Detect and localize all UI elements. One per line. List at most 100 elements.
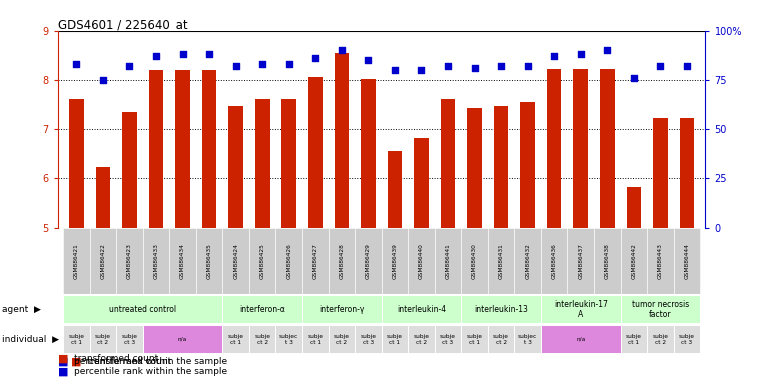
Text: subje
ct 2: subje ct 2 <box>254 334 270 345</box>
Bar <box>302 325 328 353</box>
Bar <box>96 167 110 228</box>
Text: subje
ct 2: subje ct 2 <box>493 334 509 345</box>
Text: GSM886428: GSM886428 <box>339 243 345 279</box>
Bar <box>674 228 700 295</box>
Text: GSM886425: GSM886425 <box>260 243 264 279</box>
Text: subje
ct 1: subje ct 1 <box>227 334 244 345</box>
Text: GSM886435: GSM886435 <box>207 243 211 279</box>
Bar <box>275 228 302 295</box>
Bar <box>202 70 217 228</box>
Bar <box>679 118 694 228</box>
Bar <box>594 228 621 295</box>
Bar <box>69 99 84 228</box>
Bar <box>382 325 408 353</box>
Bar <box>408 325 435 353</box>
Text: percentile rank within the sample: percentile rank within the sample <box>74 358 227 366</box>
Bar <box>255 99 270 228</box>
Bar <box>382 295 461 323</box>
Point <box>256 61 268 67</box>
Bar <box>122 113 136 228</box>
Text: subjec
t 3: subjec t 3 <box>279 334 298 345</box>
Bar <box>541 295 621 323</box>
Text: GSM886431: GSM886431 <box>499 243 503 279</box>
Bar <box>647 325 674 353</box>
Text: GDS4601 / 225640_at: GDS4601 / 225640_at <box>58 18 187 31</box>
Bar <box>355 228 382 295</box>
Text: GSM886439: GSM886439 <box>392 243 397 279</box>
Point <box>177 51 189 58</box>
Text: interferon-α: interferon-α <box>239 305 285 314</box>
Bar <box>63 295 222 323</box>
Text: subje
ct 3: subje ct 3 <box>122 334 137 345</box>
Bar <box>116 325 143 353</box>
Text: ■: ■ <box>71 357 81 367</box>
Text: subje
ct 1: subje ct 1 <box>626 334 641 345</box>
Bar <box>63 228 89 295</box>
Text: subje
ct 2: subje ct 2 <box>95 334 111 345</box>
Point <box>123 63 136 69</box>
Point <box>521 63 534 69</box>
Bar <box>388 151 402 228</box>
Bar <box>222 228 249 295</box>
Text: GSM886443: GSM886443 <box>658 243 663 279</box>
Bar <box>335 53 349 228</box>
Text: GSM886444: GSM886444 <box>685 243 689 279</box>
Text: GSM886432: GSM886432 <box>525 243 530 279</box>
Bar <box>653 118 668 228</box>
Point <box>628 75 640 81</box>
Text: subjec
t 3: subjec t 3 <box>518 334 537 345</box>
Point <box>442 63 454 69</box>
Bar <box>600 69 614 228</box>
Point <box>389 67 401 73</box>
Point <box>150 53 162 60</box>
Bar <box>647 228 674 295</box>
Bar <box>514 325 541 353</box>
Text: GSM886433: GSM886433 <box>153 243 159 279</box>
Bar <box>488 228 514 295</box>
Text: ■: ■ <box>58 357 69 367</box>
Bar <box>89 325 116 353</box>
Text: percentile rank within the sample: percentile rank within the sample <box>74 367 227 376</box>
Text: transformed count: transformed count <box>87 358 171 366</box>
Bar <box>308 78 322 228</box>
Bar <box>567 228 594 295</box>
Bar <box>302 295 382 323</box>
Text: n/a: n/a <box>178 337 187 342</box>
Bar <box>249 228 275 295</box>
Text: GSM886440: GSM886440 <box>419 243 424 279</box>
Text: subje
ct 3: subje ct 3 <box>679 334 695 345</box>
Text: ■: ■ <box>58 354 69 364</box>
Text: GSM886424: GSM886424 <box>233 243 238 279</box>
Text: agent  ▶: agent ▶ <box>2 305 40 314</box>
Text: GSM886437: GSM886437 <box>578 243 583 279</box>
Bar <box>302 228 328 295</box>
Text: GSM886423: GSM886423 <box>127 243 132 279</box>
Bar <box>170 228 196 295</box>
Bar <box>143 325 222 353</box>
Text: transformed count: transformed count <box>74 354 158 363</box>
Bar <box>361 79 375 228</box>
Bar <box>63 325 89 353</box>
Bar <box>355 325 382 353</box>
Bar <box>467 108 482 228</box>
Bar <box>493 106 508 228</box>
Text: interferon-γ: interferon-γ <box>319 305 365 314</box>
Bar <box>222 325 249 353</box>
Text: interleukin-4: interleukin-4 <box>397 305 446 314</box>
Bar <box>674 325 700 353</box>
Bar <box>275 325 302 353</box>
Text: GSM886421: GSM886421 <box>74 243 79 279</box>
Text: subje
ct 1: subje ct 1 <box>387 334 403 345</box>
Text: GSM886429: GSM886429 <box>366 243 371 279</box>
Text: untreated control: untreated control <box>109 305 177 314</box>
Bar <box>116 228 143 295</box>
Point <box>309 55 322 61</box>
Bar <box>382 228 408 295</box>
Bar <box>249 325 275 353</box>
Text: subje
ct 1: subje ct 1 <box>308 334 323 345</box>
Point <box>283 61 295 67</box>
Point <box>548 53 561 60</box>
Text: interleukin-13: interleukin-13 <box>474 305 528 314</box>
Bar <box>328 228 355 295</box>
Text: subje
ct 2: subje ct 2 <box>334 334 350 345</box>
